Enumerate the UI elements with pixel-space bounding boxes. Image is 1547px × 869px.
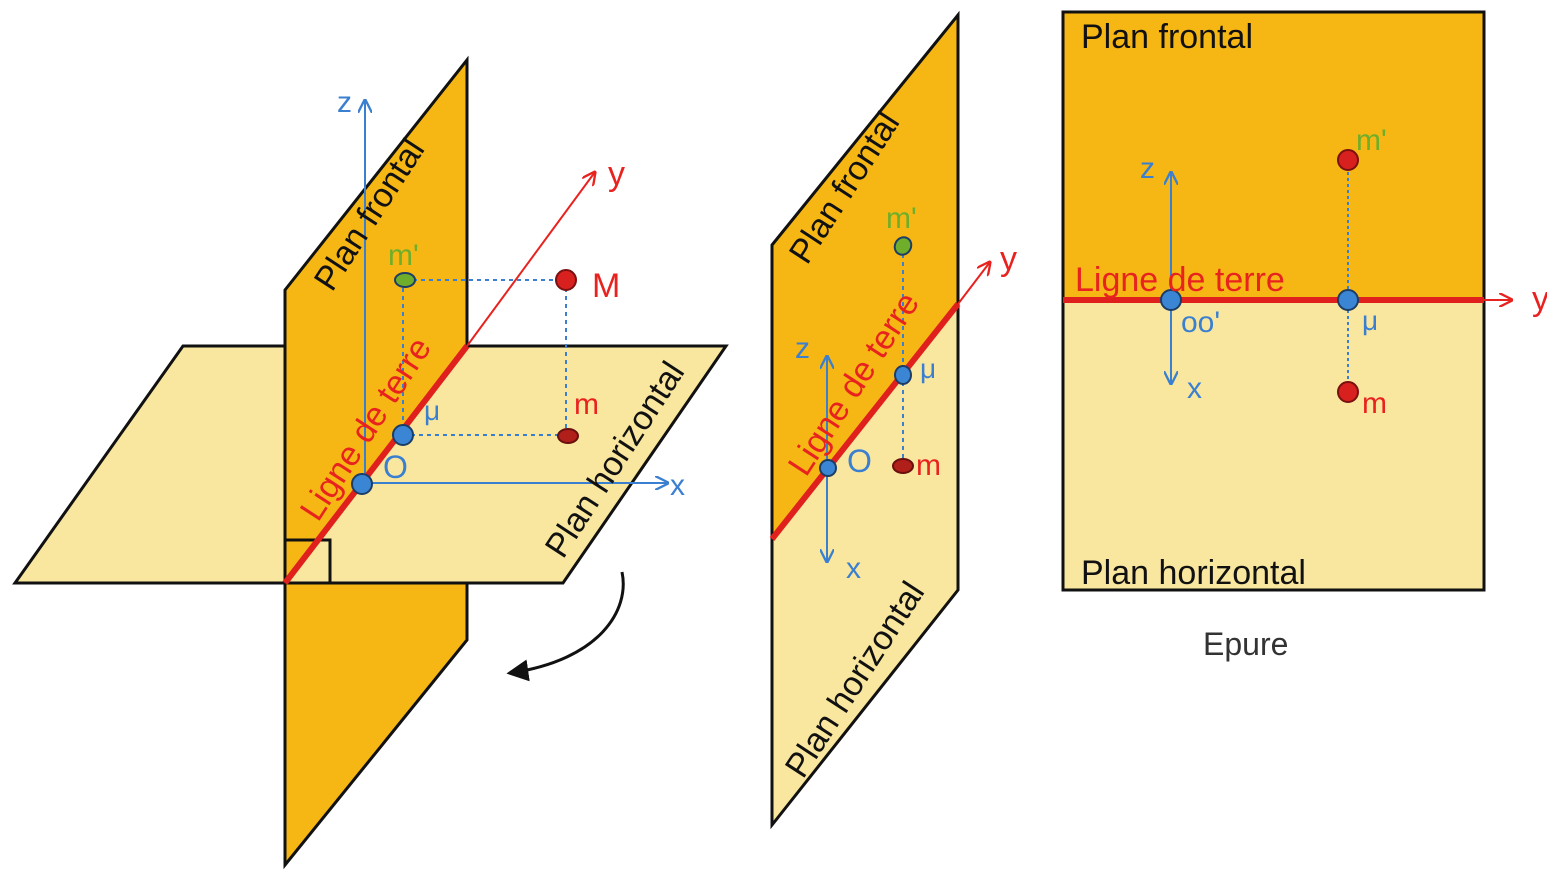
point-mu-mid bbox=[894, 365, 912, 385]
point-mu-label: μ bbox=[424, 395, 440, 426]
frontal-plane-epure bbox=[1063, 12, 1484, 300]
axis-x-label: x bbox=[670, 469, 685, 502]
axis-x-label-epure: x bbox=[1187, 372, 1202, 405]
point-m bbox=[557, 428, 579, 444]
axis-z-label-mid: z bbox=[795, 332, 810, 365]
point-m-prime-label-epure: m' bbox=[1356, 124, 1387, 157]
ground-line-mid bbox=[769, 302, 961, 541]
point-m-label-epure: m bbox=[1362, 387, 1387, 420]
y-axis bbox=[466, 172, 595, 347]
point-m-prime-mid bbox=[893, 236, 913, 256]
ligne-de-terre-label-epure: Ligne de terre bbox=[1075, 261, 1285, 299]
point-oo-epure bbox=[1160, 289, 1182, 311]
point-O-label: O bbox=[383, 449, 408, 485]
middle-rotated-view: m' μ m O z x y Plan frontal Plan horizon… bbox=[769, 10, 1017, 830]
plan-frontal-label-epure: Plan frontal bbox=[1081, 18, 1253, 56]
axis-x-label-mid: x bbox=[846, 552, 861, 585]
point-mu bbox=[392, 424, 414, 446]
epure-view: Plan frontal Plan horizontal Ligne de te… bbox=[1061, 10, 1547, 662]
rotation-arrow bbox=[506, 571, 625, 682]
point-m-mid bbox=[892, 458, 914, 474]
point-m-prime-label-mid: m' bbox=[886, 202, 917, 235]
point-m-label: m bbox=[574, 388, 599, 421]
point-m-prime-label: m' bbox=[388, 239, 419, 272]
axis-z-label-epure: z bbox=[1140, 152, 1155, 185]
point-M bbox=[555, 269, 577, 291]
point-O bbox=[351, 473, 373, 495]
ground-line bbox=[282, 344, 470, 585]
axis-y-label-epure: y bbox=[1532, 280, 1547, 318]
point-mu-epure bbox=[1337, 289, 1359, 311]
axis-z-label: z bbox=[337, 86, 352, 119]
point-O-mid bbox=[819, 459, 837, 477]
point-M-label: M bbox=[592, 267, 620, 305]
plan-horizontal-label-epure: Plan horizontal bbox=[1081, 554, 1306, 592]
left-3d-view: z y x M m' m μ O Plan frontal Plan horiz… bbox=[12, 55, 729, 869]
point-mu-label-epure: μ bbox=[1362, 305, 1378, 336]
epure-caption: Epure bbox=[1203, 626, 1288, 662]
axis-y-label-mid: y bbox=[1000, 240, 1017, 278]
point-m-epure bbox=[1337, 381, 1359, 403]
axis-y-label: y bbox=[608, 155, 625, 193]
point-oo-label-epure: oo' bbox=[1181, 306, 1220, 339]
horizontal-plane-epure bbox=[1063, 300, 1484, 590]
point-mu-label-mid: μ bbox=[920, 353, 936, 384]
point-m-prime bbox=[394, 272, 416, 288]
point-O-label-mid: O bbox=[847, 443, 872, 479]
point-m-prime-epure bbox=[1337, 149, 1359, 171]
construction-lines bbox=[402, 279, 567, 436]
frontal-plane-lower bbox=[283, 581, 469, 869]
point-m-label-mid: m bbox=[916, 449, 941, 482]
y-axis-mid bbox=[957, 262, 990, 305]
right-angle-mark bbox=[285, 538, 332, 583]
